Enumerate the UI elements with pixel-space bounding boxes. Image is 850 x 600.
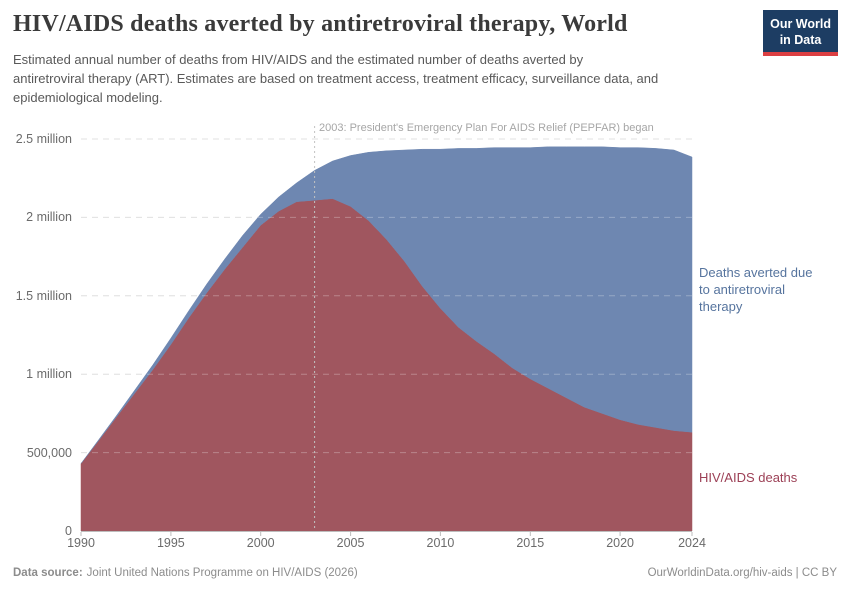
x-axis-tick-label: 2015 <box>516 536 545 550</box>
data-source-note: Data source: Joint United Nations Program… <box>13 567 358 579</box>
chart-footer: Data source: Joint United Nations Program… <box>13 567 837 579</box>
chart-subtitle: Estimated annual number of deaths from H… <box>13 50 658 107</box>
x-axis-tick-label: 2000 <box>246 536 275 550</box>
y-axis-tick-label: 1.5 million <box>15 288 72 303</box>
y-axis-tick-label: 500,000 <box>26 445 72 460</box>
x-axis-tick-label: 1995 <box>156 536 185 550</box>
area-deaths-averted <box>80 146 693 464</box>
y-axis-tick-label: 2.5 million <box>15 132 72 146</box>
subtitle-line: antiretroviral therapy (ART). Estimates … <box>13 71 659 86</box>
x-axis-tick-label: 2010 <box>426 536 455 550</box>
x-axis-tick-label: 2005 <box>336 536 365 550</box>
pepfar-annotation: 2003: President's Emergency Plan For AID… <box>319 122 654 134</box>
owid-logo-line1: Our World <box>770 17 831 31</box>
x-axis-tick-label: 1990 <box>67 536 95 550</box>
data-source-value: Joint United Nations Programme on HIV/AI… <box>86 567 358 579</box>
owid-url-link[interactable]: OurWorldinData.org/hiv-aids | CC BY <box>647 567 837 579</box>
series-label-hiv-deaths: HIV/AIDS deaths <box>699 470 798 485</box>
series-label-deaths-averted: Deaths averted due to antiretroviral the… <box>699 265 813 314</box>
subtitle-line: Estimated annual number of deaths from H… <box>13 52 584 67</box>
owid-logo-line2: in Data <box>779 33 822 47</box>
page-title: HIV/AIDS deaths averted by antiretrovira… <box>13 11 628 37</box>
y-axis-tick-label: 2 million <box>26 210 72 225</box>
x-axis-tick-label: 2024 <box>678 536 706 550</box>
subtitle-line: epidemiological modeling. <box>13 90 163 105</box>
y-axis-tick-label: 1 million <box>26 367 72 382</box>
x-axis-tick-label: 2020 <box>606 536 635 550</box>
y-axis-tick-label: 0 <box>65 524 72 538</box>
owid-logo[interactable]: Our World in Data <box>763 10 838 56</box>
data-source-label: Data source: <box>13 567 83 579</box>
